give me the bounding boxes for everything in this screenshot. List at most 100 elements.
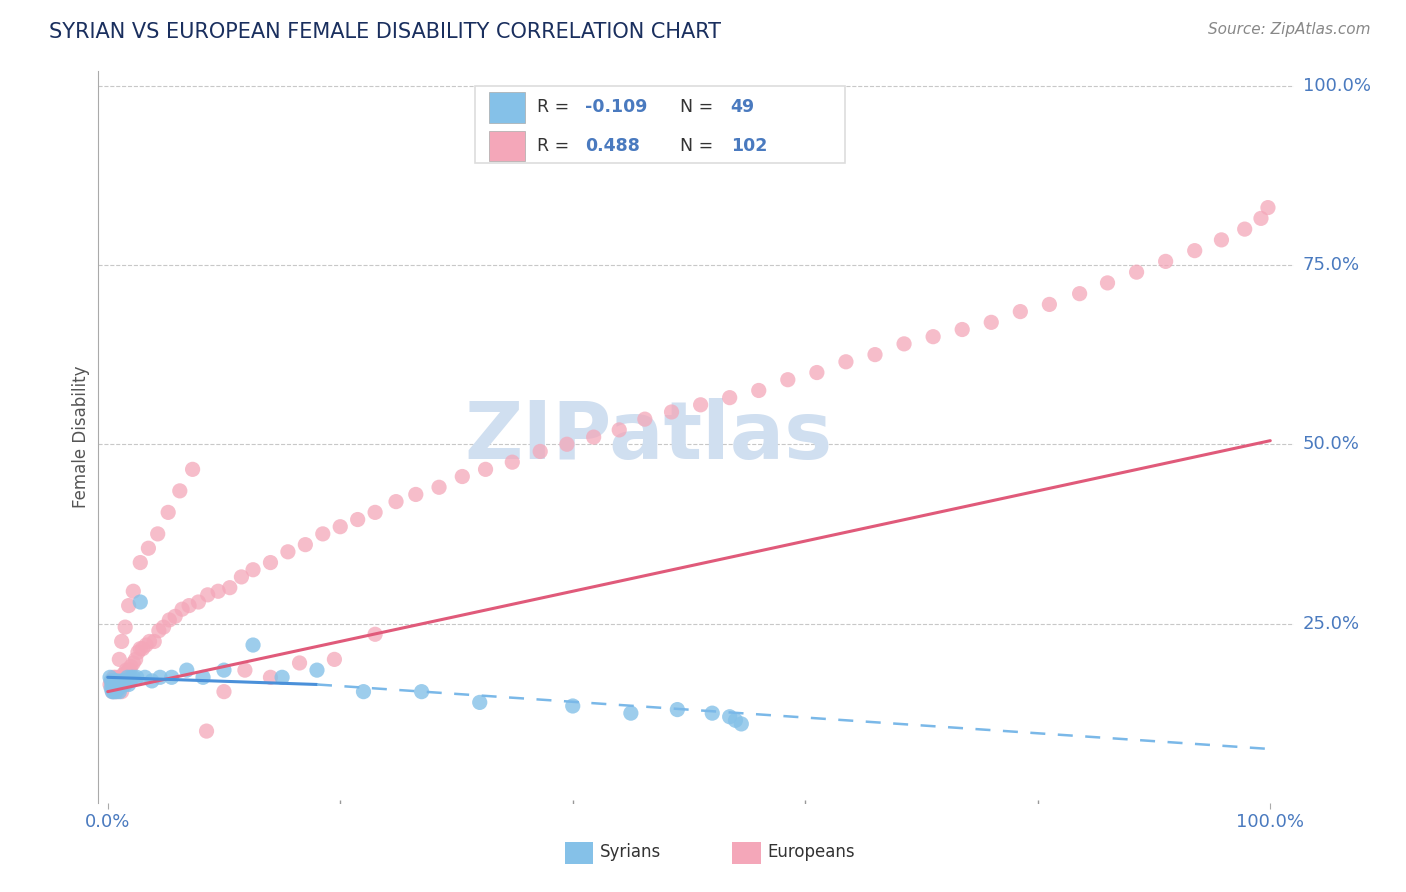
Text: ZIPatlas: ZIPatlas: [464, 398, 832, 476]
Point: [104, 684, 127, 698]
Point: [104, 670, 127, 684]
Point: [207, 584, 229, 599]
Point: [101, 677, 124, 691]
Point: [231, 570, 253, 584]
Point: [117, 670, 139, 684]
Point: [124, 652, 146, 666]
Point: [165, 609, 187, 624]
Point: [105, 673, 128, 688]
Point: [138, 634, 160, 648]
Point: [141, 673, 163, 688]
Point: [242, 563, 264, 577]
Point: [127, 645, 149, 659]
Point: [346, 512, 368, 526]
Point: [950, 322, 973, 336]
Point: [108, 684, 131, 698]
Point: [134, 670, 156, 684]
Point: [1010, 304, 1032, 318]
Point: [138, 541, 160, 556]
Point: [105, 681, 128, 695]
Point: [108, 652, 131, 666]
Point: [305, 663, 328, 677]
Point: [385, 494, 408, 508]
Point: [187, 595, 209, 609]
Point: [104, 673, 127, 688]
Point: [405, 487, 427, 501]
Point: [152, 620, 174, 634]
Point: [1233, 222, 1256, 236]
Text: 50.0%: 50.0%: [1303, 435, 1360, 453]
Point: [103, 684, 125, 698]
Point: [555, 437, 578, 451]
Point: [122, 670, 145, 684]
Point: [129, 641, 152, 656]
Point: [104, 681, 127, 695]
Text: Europeans: Europeans: [768, 843, 855, 861]
Point: [242, 638, 264, 652]
Point: [149, 670, 172, 684]
Point: [634, 412, 657, 426]
Point: [111, 670, 134, 684]
Point: [501, 455, 523, 469]
Point: [114, 677, 136, 691]
Y-axis label: Female Disability: Female Disability: [72, 366, 90, 508]
Point: [104, 684, 127, 698]
FancyBboxPatch shape: [489, 130, 524, 161]
Point: [104, 673, 127, 688]
Point: [718, 391, 741, 405]
Point: [195, 724, 218, 739]
Point: [980, 315, 1002, 329]
Point: [1184, 244, 1206, 258]
Point: [122, 584, 145, 599]
Point: [294, 538, 316, 552]
Point: [135, 638, 157, 652]
Point: [922, 329, 945, 343]
Point: [110, 673, 132, 688]
Point: [98, 677, 121, 691]
Point: [105, 677, 128, 691]
Point: [689, 398, 711, 412]
Point: [100, 681, 122, 695]
Point: [474, 462, 496, 476]
Text: 100.0%: 100.0%: [1303, 77, 1371, 95]
Point: [112, 666, 135, 681]
Point: [111, 634, 134, 648]
Point: [666, 702, 689, 716]
Point: [748, 384, 770, 398]
Point: [131, 641, 153, 656]
Point: [724, 714, 747, 728]
Point: [364, 627, 387, 641]
Point: [863, 348, 886, 362]
Point: [1038, 297, 1060, 311]
Point: [103, 677, 125, 691]
Point: [582, 430, 605, 444]
Point: [364, 505, 387, 519]
Point: [427, 480, 450, 494]
Point: [468, 695, 491, 709]
Point: [120, 670, 142, 684]
Point: [111, 684, 134, 698]
Point: [529, 444, 551, 458]
Point: [561, 698, 583, 713]
Text: 0.488: 0.488: [585, 136, 640, 155]
Point: [108, 670, 131, 684]
Point: [129, 556, 152, 570]
Point: [110, 677, 132, 691]
Point: [835, 355, 858, 369]
Point: [107, 677, 129, 691]
Point: [1250, 211, 1272, 226]
Point: [117, 677, 139, 691]
Point: [160, 670, 183, 684]
Point: [1211, 233, 1233, 247]
Point: [115, 673, 138, 688]
Point: [117, 670, 139, 684]
Text: R =: R =: [537, 98, 575, 117]
Point: [143, 634, 166, 648]
Point: [271, 670, 294, 684]
Point: [120, 659, 142, 673]
Point: [157, 505, 180, 519]
FancyBboxPatch shape: [475, 86, 845, 163]
Point: [1097, 276, 1119, 290]
Point: [101, 684, 124, 698]
Text: N =: N =: [681, 136, 720, 155]
